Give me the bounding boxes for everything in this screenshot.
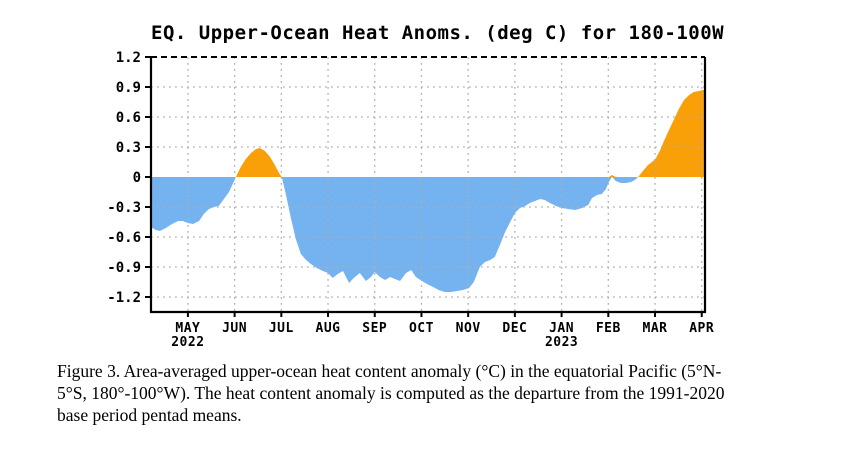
x-tick-label: MAY xyxy=(175,321,200,336)
caption-line: 5°S, 180°-100°W). The heat content anoma… xyxy=(57,383,725,403)
x-tick-label: DEC xyxy=(502,321,527,336)
x-tick-label: JUN xyxy=(222,321,247,336)
x-year-label: 2023 xyxy=(545,335,578,350)
x-tick-label: OCT xyxy=(409,321,434,336)
x-tick-label: NOV xyxy=(456,321,481,336)
axis-frame xyxy=(149,57,707,314)
y-tick-label: -0.3 xyxy=(107,200,141,216)
chart-title: EQ. Upper-Ocean Heat Anoms. (deg C) for … xyxy=(151,22,725,44)
y-tick-label: -0.6 xyxy=(107,230,141,246)
positive-anomaly-area xyxy=(151,90,705,177)
x-tick-label: JUL xyxy=(269,321,294,336)
caption-line: Figure 3. Area-averaged upper-ocean heat… xyxy=(57,361,722,381)
x-tick-label: MAR xyxy=(643,321,668,336)
figure-caption: Figure 3. Area-averaged upper-ocean heat… xyxy=(57,360,817,426)
y-tick-label: 0.6 xyxy=(116,110,141,126)
x-year-label: 2022 xyxy=(171,335,204,350)
y-tick-label: 0 xyxy=(133,170,141,186)
x-tick-label: JAN xyxy=(549,321,574,336)
x-tick-label: FEB xyxy=(596,321,621,336)
negative-anomaly-area xyxy=(151,177,705,292)
y-tick-label: -0.9 xyxy=(107,260,141,276)
y-tick-label: 1.2 xyxy=(116,50,141,66)
x-tick-label: SEP xyxy=(362,321,387,336)
y-tick-label: 0.9 xyxy=(116,80,141,96)
x-tick-label: APR xyxy=(689,321,714,336)
y-tick-label: -1.2 xyxy=(107,290,141,306)
x-tick-label: AUG xyxy=(316,321,341,336)
caption-line: base period pentad means. xyxy=(57,405,242,425)
y-tick-label: 0.3 xyxy=(116,140,141,156)
